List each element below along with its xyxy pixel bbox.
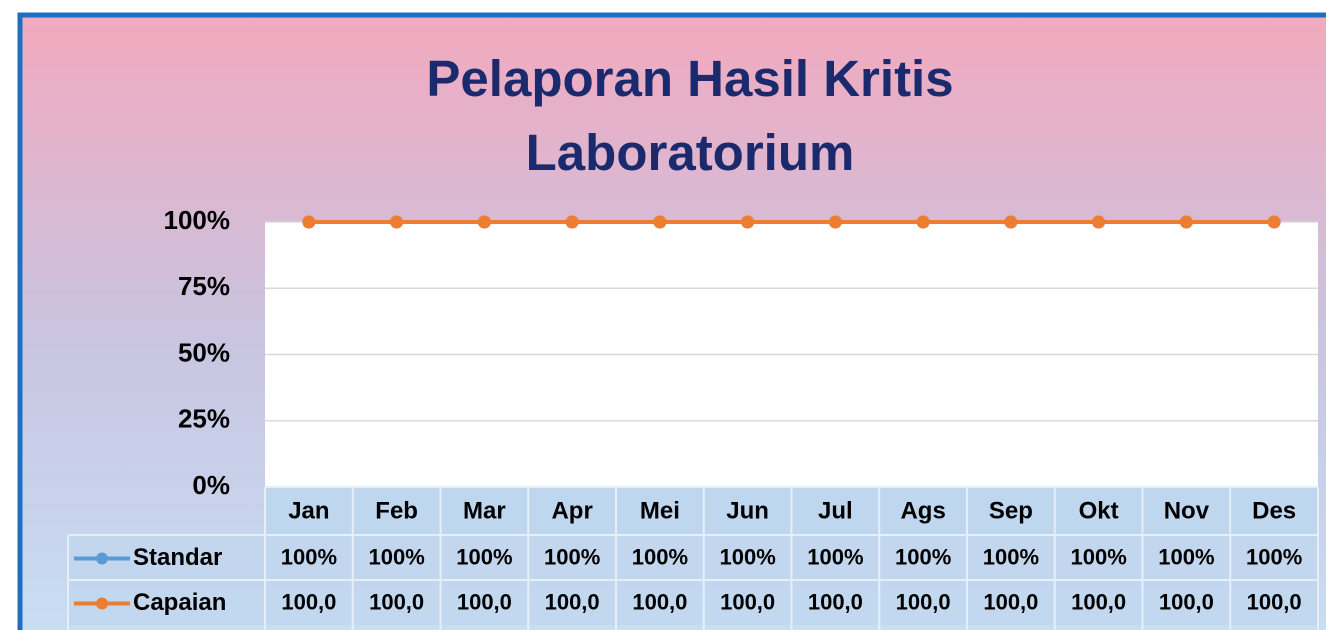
chart-title: Pelaporan Hasil Kritis Laboratorium bbox=[426, 50, 954, 181]
data-table-value: 100,0 bbox=[896, 589, 951, 614]
x-tick-label: Sep bbox=[989, 497, 1033, 524]
data-table-value: 100,0 bbox=[281, 589, 336, 614]
data-table-value: 100% bbox=[719, 544, 775, 569]
data-table-value: 100,0 bbox=[369, 589, 424, 614]
data-table-value: 100% bbox=[895, 544, 951, 569]
x-tick-label: Feb bbox=[375, 497, 418, 524]
x-tick-label: Ags bbox=[900, 497, 945, 524]
point bbox=[477, 215, 491, 229]
x-tick-label: Jul bbox=[818, 497, 853, 524]
point bbox=[1004, 215, 1018, 229]
point bbox=[916, 215, 930, 229]
y-tick-label: 50% bbox=[178, 337, 230, 367]
y-tick-label: 25% bbox=[178, 404, 230, 434]
data-table-value: 100,0 bbox=[720, 589, 775, 614]
point bbox=[390, 215, 404, 229]
x-tick-label: Okt bbox=[1079, 497, 1119, 524]
x-tick-label: Jan bbox=[288, 497, 329, 524]
point bbox=[653, 215, 667, 229]
data-table-value: 100,0 bbox=[1071, 589, 1126, 614]
data-table-value: 100,0 bbox=[545, 589, 600, 614]
data-table-value: 100,0 bbox=[632, 589, 687, 614]
data-table-value: 100% bbox=[1070, 544, 1126, 569]
legend-key-marker bbox=[96, 552, 108, 565]
legend-key-marker bbox=[96, 597, 108, 610]
legend-label: Standar bbox=[133, 544, 222, 571]
data-table-value: 100% bbox=[544, 544, 600, 569]
x-tick-label: Apr bbox=[551, 497, 592, 524]
x-tick-label: Jun bbox=[726, 497, 769, 524]
data-table-value: 100% bbox=[456, 544, 512, 569]
data-table-value: 100% bbox=[632, 544, 688, 569]
data-table-value: 100,0 bbox=[983, 589, 1038, 614]
point bbox=[741, 215, 755, 229]
data-table-value: 100% bbox=[1158, 544, 1214, 569]
legend-label: Capaian bbox=[133, 589, 226, 616]
data-table-value: 100% bbox=[1246, 544, 1302, 569]
point bbox=[1092, 215, 1106, 229]
x-tick-label: Des bbox=[1252, 497, 1296, 524]
data-table-value: 100,0 bbox=[1247, 589, 1302, 614]
point bbox=[302, 215, 316, 229]
point bbox=[565, 215, 579, 229]
x-tick-label: Mar bbox=[463, 497, 506, 524]
data-table-value: 100% bbox=[281, 544, 337, 569]
point bbox=[828, 215, 842, 229]
data-table-value: 100,0 bbox=[457, 589, 512, 614]
y-tick-label: 75% bbox=[178, 271, 230, 301]
data-table-value: 100% bbox=[368, 544, 424, 569]
data-table-value: 100,0 bbox=[1159, 589, 1214, 614]
data-table-value: 100% bbox=[807, 544, 863, 569]
y-tick-label: 100% bbox=[164, 205, 231, 235]
point bbox=[1267, 215, 1281, 229]
y-tick-label: 0% bbox=[192, 470, 230, 500]
x-tick-label: Mei bbox=[640, 497, 680, 524]
data-table-value: 100,0 bbox=[808, 589, 863, 614]
x-tick-label: Nov bbox=[1164, 497, 1210, 524]
point bbox=[1179, 215, 1193, 229]
data-table-value: 100% bbox=[983, 544, 1039, 569]
